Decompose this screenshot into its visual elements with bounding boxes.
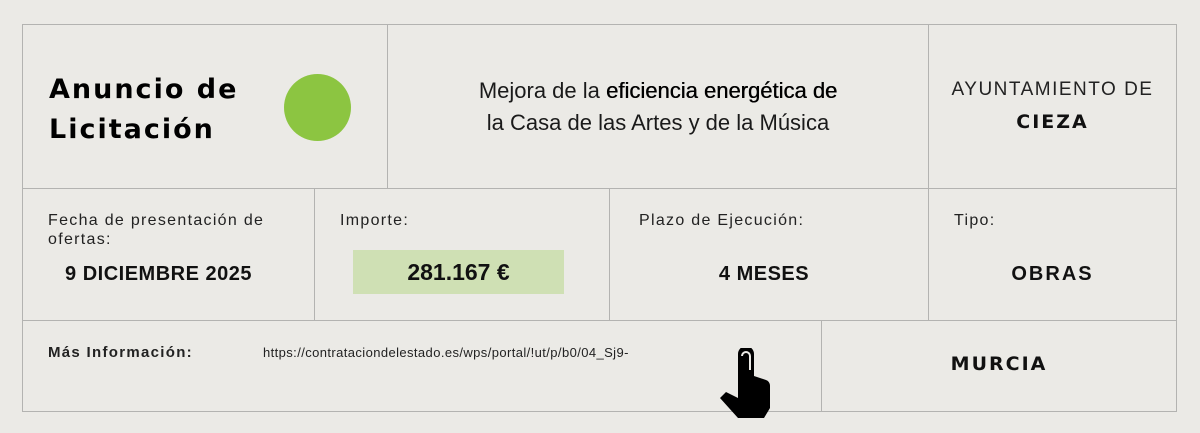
more-info-link[interactable]: https://contrataciondelestado.es/wps/por…	[263, 345, 629, 360]
organization-cell: AYUNTAMIENTO DE CIEZA	[928, 24, 1177, 189]
title-line-2: Licitación	[49, 114, 215, 145]
fecha-label: Fecha de presentación de ofertas:	[48, 212, 265, 248]
more-info-cell: Más Información: https://contrataciondel…	[22, 320, 822, 412]
project-cell: Mejora de la eficiencia energética de la…	[387, 24, 929, 189]
project-text-line-2: la Casa de las Artes y de la Música	[486, 110, 830, 135]
hand-pointer-icon[interactable]	[718, 348, 774, 420]
region-cell: MURCIA	[821, 320, 1177, 412]
organization-city: CIEZA	[1016, 111, 1089, 133]
fecha-cell: Fecha de presentación de ofertas: 9 DICI…	[22, 188, 315, 321]
green-dot-icon	[284, 74, 351, 141]
project-title: Mejora de la eficiencia energética de la…	[388, 75, 928, 139]
importe-value: 281.167 €	[353, 250, 564, 294]
plazo-cell: Plazo de Ejecución: 4 MESES	[609, 188, 929, 321]
fecha-value: 9 DICIEMBRE 2025	[65, 263, 252, 285]
tipo-value: OBRAS	[1011, 263, 1094, 285]
region-value: MURCIA	[950, 353, 1048, 375]
organization-label: AYUNTAMIENTO DE	[951, 79, 1154, 100]
plazo-value: 4 MESES	[718, 263, 810, 285]
project-text-bold: eficiencia energética de	[606, 78, 838, 103]
page-title: Anuncio de Licitación	[49, 70, 238, 150]
importe-cell: Importe: 281.167 €	[314, 188, 610, 321]
importe-label: Importe:	[340, 212, 410, 229]
project-text: Mejora de la	[478, 78, 607, 103]
title-line-1: Anuncio de	[49, 74, 239, 105]
more-info-label: Más Información:	[48, 344, 193, 361]
title-cell: Anuncio de Licitación	[22, 24, 388, 189]
plazo-label: Plazo de Ejecución:	[639, 212, 805, 229]
tipo-cell: Tipo: OBRAS	[928, 188, 1177, 321]
tipo-label: Tipo:	[954, 212, 996, 229]
